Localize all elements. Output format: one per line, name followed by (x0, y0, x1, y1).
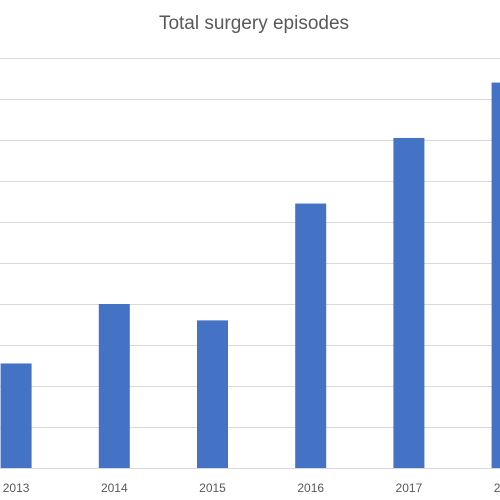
x-tick-label-2017: 2017 (396, 481, 423, 495)
bar-2017 (393, 137, 425, 468)
bar-2015 (197, 320, 228, 468)
bar-2014 (98, 304, 130, 468)
bar-2013 (0, 363, 32, 468)
x-tick-labels: 2013 2014 2015 2016 2017 2018 (3, 481, 500, 495)
chart-title: Total surgery episodes (158, 13, 350, 34)
x-tick-label-2014: 2014 (101, 481, 128, 495)
bar-2016 (295, 203, 327, 469)
bar-2018 (491, 82, 500, 468)
bars (0, 82, 500, 469)
x-tick-label-2013: 2013 (3, 481, 30, 495)
x-tick-label-2018: 2018 (494, 481, 500, 495)
x-tick-label-2015: 2015 (199, 481, 226, 495)
x-tick-label-2016: 2016 (297, 481, 324, 495)
gridlines (0, 58, 500, 469)
